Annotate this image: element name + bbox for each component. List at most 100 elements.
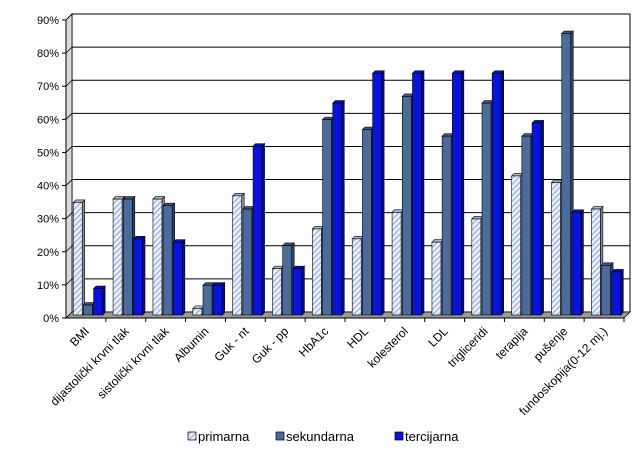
x-tick-label: Guk - nt bbox=[211, 324, 252, 365]
bar-front bbox=[412, 72, 422, 316]
bar-top bbox=[122, 196, 136, 200]
x-tick-label: pušenje bbox=[531, 324, 571, 364]
x-tick-label: trigliceridi bbox=[445, 324, 491, 370]
bar-front bbox=[252, 145, 263, 316]
bar-tercijarna-5 bbox=[292, 265, 306, 316]
bar-side bbox=[182, 238, 186, 316]
bar-top bbox=[332, 100, 345, 104]
bar-front bbox=[391, 212, 402, 316]
bar-front bbox=[152, 198, 163, 316]
bar-sekundarna-5 bbox=[281, 242, 295, 316]
bar-top bbox=[281, 242, 295, 246]
bar-sekundarna-9 bbox=[441, 132, 455, 316]
plot-walls bbox=[65, 13, 631, 319]
bar-primarna-6 bbox=[311, 225, 325, 316]
bar-side bbox=[620, 268, 624, 316]
bar-front bbox=[83, 304, 93, 316]
y-tick-label: 0% bbox=[43, 313, 59, 325]
x-tick-label: Albumin bbox=[171, 324, 212, 365]
bar-tercijarna-7 bbox=[371, 70, 385, 316]
bar-top bbox=[292, 265, 306, 269]
bar-top bbox=[231, 193, 245, 197]
x-tick-label: Guk - pp bbox=[249, 324, 292, 367]
bar-top bbox=[471, 216, 485, 220]
bar-sekundarna-8 bbox=[401, 93, 415, 316]
bar-front bbox=[162, 205, 173, 316]
gridline-depth bbox=[65, 46, 73, 54]
bar-front bbox=[372, 72, 382, 316]
y-tick-labels: 0% 10% 20% 30% 40% 50% 60% 70% 80% 90% bbox=[37, 15, 59, 325]
bar-side bbox=[461, 70, 465, 316]
gridline-depth bbox=[65, 79, 73, 87]
bar-sekundarna-4 bbox=[242, 205, 256, 316]
axes bbox=[62, 19, 625, 322]
bar-sekundarna-7 bbox=[361, 126, 375, 316]
bar-front bbox=[521, 135, 532, 316]
bar-primarna-7 bbox=[351, 235, 365, 316]
y-tick-label: 40% bbox=[37, 181, 59, 193]
bar-front bbox=[452, 72, 462, 316]
bar-side bbox=[301, 265, 305, 316]
bar-top bbox=[172, 239, 186, 243]
bar-tercijarna-10 bbox=[491, 70, 505, 316]
bar-front bbox=[212, 284, 223, 316]
bar-top bbox=[311, 226, 325, 230]
bar-top bbox=[600, 262, 614, 266]
legend-label: sekundarna bbox=[286, 429, 355, 444]
y-tick-label: 80% bbox=[37, 48, 59, 60]
bar-front bbox=[471, 218, 482, 316]
y-tick-label: 70% bbox=[37, 81, 59, 93]
bar-primarna-4 bbox=[231, 192, 245, 316]
bar-front bbox=[242, 208, 253, 316]
gridline-depth bbox=[65, 245, 73, 253]
bar-front bbox=[611, 271, 622, 316]
bar-side bbox=[381, 70, 385, 316]
bar-side bbox=[580, 209, 584, 316]
bar-sekundarna-13 bbox=[600, 262, 614, 316]
x-tick-label: BMI bbox=[67, 324, 92, 349]
bar-top bbox=[391, 209, 405, 213]
bar-top bbox=[152, 196, 166, 200]
bar-side bbox=[540, 119, 544, 316]
legend-item-tercijarna: tercijarna bbox=[394, 429, 459, 444]
bar-top bbox=[371, 70, 385, 74]
bar-front bbox=[133, 238, 143, 316]
bar-tercijarna-11 bbox=[531, 119, 545, 316]
bar-tercijarna-9 bbox=[451, 70, 465, 316]
gridline-depth bbox=[65, 146, 73, 153]
bar-tercijarna-3 bbox=[212, 281, 226, 316]
bar-primarna-0 bbox=[72, 199, 86, 316]
bar-front bbox=[431, 241, 442, 316]
bar-top bbox=[451, 70, 465, 74]
legend-swatch bbox=[275, 431, 285, 441]
bar-front bbox=[362, 129, 372, 316]
bar-top bbox=[481, 100, 495, 104]
bar-front bbox=[93, 288, 103, 316]
bar-top bbox=[202, 282, 216, 286]
y-tick-label: 60% bbox=[37, 114, 59, 126]
bar-front bbox=[232, 195, 242, 316]
bar-top bbox=[132, 236, 146, 240]
bar-primarna-10 bbox=[471, 215, 485, 316]
bar-top bbox=[510, 173, 524, 177]
bar-front bbox=[401, 96, 412, 316]
legend-label: primarna bbox=[198, 429, 250, 444]
y-tick-label: 50% bbox=[37, 147, 59, 159]
bar-front bbox=[571, 212, 582, 316]
bar-front bbox=[561, 33, 572, 316]
bar-primarna-13 bbox=[590, 205, 604, 316]
x-tick-label: terapija bbox=[493, 324, 531, 362]
bar-top bbox=[491, 70, 505, 74]
bar-front bbox=[272, 268, 282, 316]
bar-top bbox=[411, 70, 425, 74]
bar-side bbox=[102, 285, 106, 316]
bar-top bbox=[162, 202, 176, 207]
bar-front bbox=[511, 175, 521, 316]
bar-top bbox=[521, 133, 535, 137]
legend-swatch bbox=[394, 431, 404, 441]
bar-front bbox=[491, 72, 502, 316]
bar-front bbox=[292, 268, 303, 316]
bar-side bbox=[261, 142, 265, 316]
